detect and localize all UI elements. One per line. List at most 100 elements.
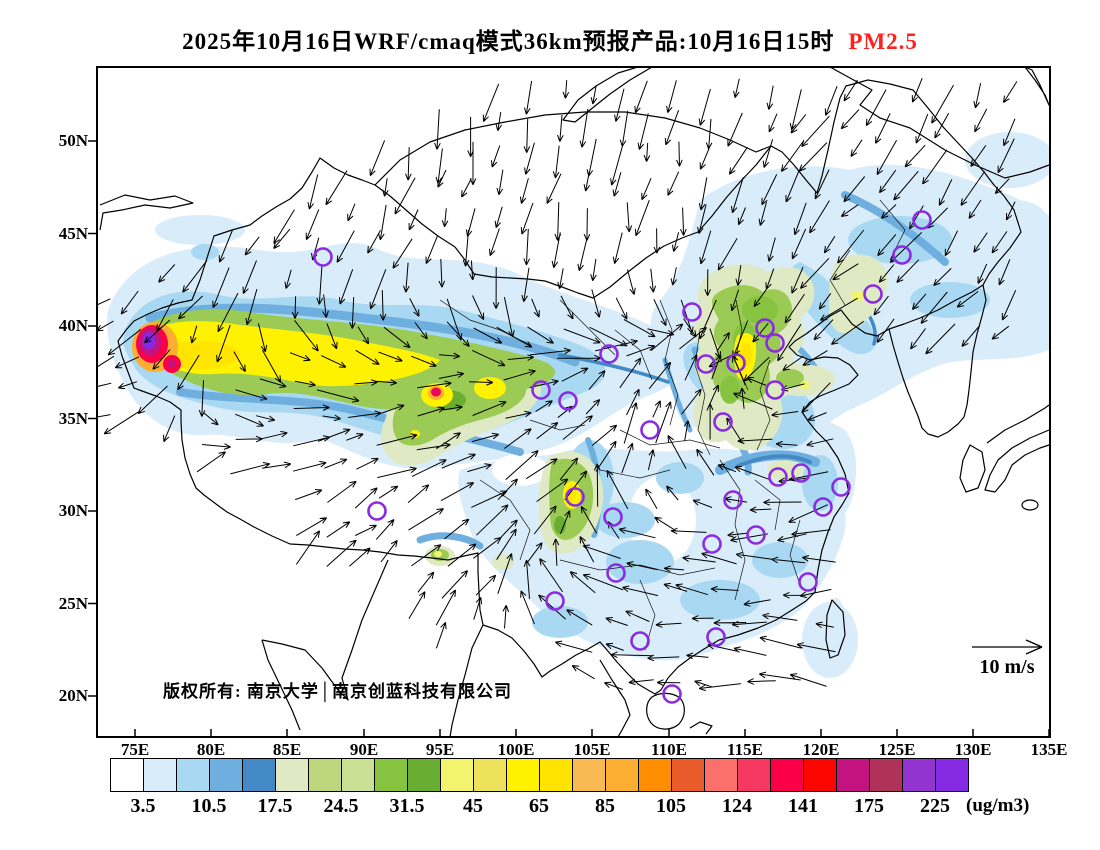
lon-label: 80E bbox=[196, 740, 226, 759]
color-scale-cell bbox=[671, 758, 705, 792]
city-marker bbox=[713, 412, 733, 432]
city-marker bbox=[755, 318, 775, 338]
city-marker bbox=[606, 563, 626, 583]
color-scale-tick: 124 bbox=[722, 795, 752, 817]
city-marker bbox=[706, 627, 726, 647]
lon-label: 130E bbox=[954, 740, 992, 759]
city-marker bbox=[545, 591, 565, 611]
color-scale-bar bbox=[110, 758, 969, 792]
city-marker bbox=[765, 333, 785, 353]
city-marker bbox=[791, 463, 811, 483]
wind-vector-field bbox=[97, 78, 1018, 692]
color-scale-cell bbox=[935, 758, 969, 792]
city-marker bbox=[558, 391, 578, 411]
lon-label: 90E bbox=[349, 740, 379, 759]
lat-label: 25N bbox=[58, 593, 88, 613]
color-scale-tick: 105 bbox=[656, 795, 686, 817]
map-content bbox=[97, 67, 1050, 737]
city-marker bbox=[892, 245, 912, 265]
wind-scale-arrow bbox=[972, 639, 1043, 655]
map-frame bbox=[96, 66, 1051, 738]
city-marker bbox=[367, 501, 387, 521]
lon-label: 105E bbox=[573, 740, 611, 759]
color-scale-tick: 65 bbox=[529, 795, 549, 817]
lat-label: 45N bbox=[58, 223, 88, 243]
lat-label: 20N bbox=[58, 686, 88, 705]
color-scale-cell bbox=[704, 758, 738, 792]
color-scale-tick: 225 bbox=[920, 795, 950, 817]
lon-label: 115E bbox=[727, 740, 763, 759]
city-marker bbox=[682, 302, 702, 322]
city-marker bbox=[912, 210, 932, 230]
city-markers bbox=[313, 210, 932, 704]
lat-label: 35N bbox=[58, 408, 88, 428]
city-marker bbox=[702, 534, 722, 554]
color-scale-tick: 45 bbox=[463, 795, 483, 817]
color-scale-cell bbox=[902, 758, 936, 792]
city-marker bbox=[863, 284, 883, 304]
city-marker bbox=[765, 380, 785, 400]
lon-label: 120E bbox=[802, 740, 840, 759]
color-scale-cell bbox=[572, 758, 606, 792]
lon-label: 135E bbox=[1030, 740, 1068, 759]
color-scale-tick: 141 bbox=[788, 795, 818, 817]
color-scale-cell bbox=[836, 758, 870, 792]
axis-ticks bbox=[88, 140, 1050, 737]
page-title: 2025年10月16日WRF/cmaq模式36km预报产品:10月16日15时 P… bbox=[0, 22, 1100, 56]
city-marker bbox=[746, 525, 766, 545]
lon-label: 100E bbox=[497, 740, 535, 759]
wind-arrows-path bbox=[97, 78, 1018, 692]
city-marker bbox=[662, 684, 682, 704]
color-scale-tick: 10.5 bbox=[191, 795, 227, 817]
city-marker bbox=[531, 380, 551, 400]
color-scale-cell bbox=[605, 758, 639, 792]
color-scale-cell bbox=[407, 758, 441, 792]
city-marker bbox=[831, 477, 851, 497]
color-scale-tick: 175 bbox=[854, 795, 884, 817]
color-scale-cell bbox=[374, 758, 408, 792]
city-marker bbox=[630, 631, 650, 651]
color-scale-tick: 24.5 bbox=[323, 795, 359, 817]
color-scale-cell bbox=[869, 758, 903, 792]
color-scale-cell bbox=[242, 758, 276, 792]
lon-label: 110E bbox=[651, 740, 687, 759]
color-scale-cell bbox=[275, 758, 309, 792]
lon-label: 75E bbox=[120, 740, 150, 759]
title-text: 2025年10月16日WRF/cmaq模式36km预报产品:10月16日15时 bbox=[182, 29, 835, 54]
city-marker bbox=[640, 420, 660, 440]
color-scale-cell bbox=[176, 758, 210, 792]
color-scale-cell bbox=[506, 758, 540, 792]
color-scale-cell bbox=[803, 758, 837, 792]
lat-label: 50N bbox=[58, 131, 88, 150]
color-scale-tick: 3.5 bbox=[130, 795, 156, 817]
city-marker bbox=[603, 507, 623, 527]
pollutant-label: PM2.5 bbox=[848, 29, 918, 54]
color-scale-cell bbox=[440, 758, 474, 792]
color-scale-cell bbox=[473, 758, 507, 792]
lon-label: 125E bbox=[878, 740, 916, 759]
lon-label: 85E bbox=[272, 740, 302, 759]
color-scale-cell bbox=[341, 758, 375, 792]
color-scale-tick: 85 bbox=[595, 795, 615, 817]
color-scale-tick: 31.5 bbox=[389, 795, 425, 817]
lat-label: 30N bbox=[58, 501, 88, 520]
wind-scale-label: 10 m/s bbox=[979, 656, 1035, 678]
city-marker bbox=[798, 572, 818, 592]
color-scale-cell bbox=[539, 758, 573, 792]
lon-label: 95E bbox=[425, 740, 455, 759]
lat-label: 40N bbox=[58, 316, 88, 335]
color-scale-unit: (ug/m3) bbox=[966, 795, 1030, 816]
color-scale-cell bbox=[638, 758, 672, 792]
city-marker bbox=[726, 353, 746, 373]
color-scale-cell bbox=[308, 758, 342, 792]
color-scale-tick: 17.5 bbox=[257, 795, 293, 817]
city-marker bbox=[696, 354, 716, 374]
city-marker bbox=[313, 247, 333, 267]
color-scale-cell bbox=[209, 758, 243, 792]
color-scale-cell bbox=[143, 758, 177, 792]
city-marker bbox=[723, 490, 743, 510]
color-scale-cell bbox=[110, 758, 144, 792]
copyright-text: 版权所有: 南京大学│南京创蓝科技有限公司 bbox=[163, 682, 512, 701]
color-scale-cell bbox=[770, 758, 804, 792]
